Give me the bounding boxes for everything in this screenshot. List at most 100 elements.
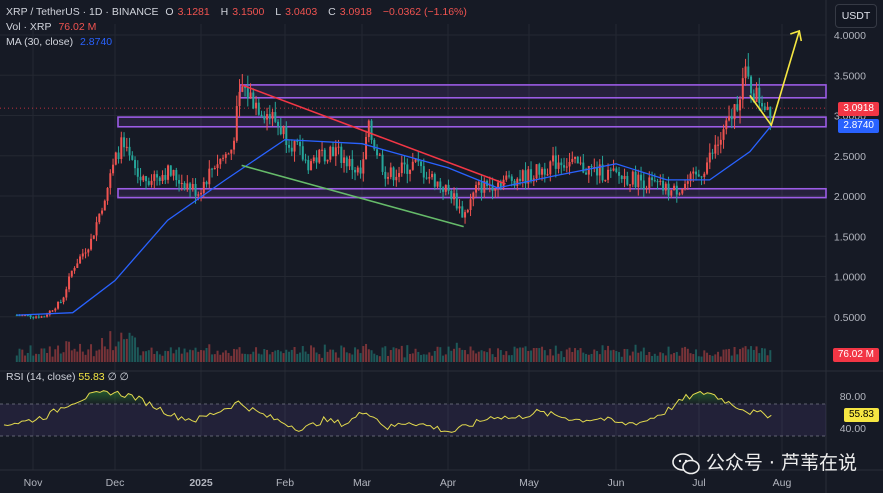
volume-bar — [431, 355, 434, 362]
ma-30-line — [16, 125, 772, 316]
volume-bar — [299, 352, 302, 362]
candle-body — [15, 315, 18, 317]
volume-bar — [224, 350, 227, 362]
candle-body — [527, 169, 530, 184]
volume-bar — [406, 345, 409, 362]
candle-body — [609, 169, 612, 171]
volume-bar — [618, 352, 621, 362]
candle-body — [686, 181, 689, 184]
volume-bar — [620, 356, 623, 362]
volume-bar — [508, 355, 511, 362]
volume-bar — [362, 346, 365, 362]
volume-bar — [29, 345, 32, 362]
volume-bar — [469, 346, 472, 362]
candle-body — [637, 174, 640, 188]
candle-body — [414, 159, 417, 162]
volume-bar — [136, 347, 139, 362]
volume-bar — [662, 353, 665, 362]
volume-bar — [499, 350, 502, 362]
candle-body — [697, 174, 700, 177]
candle-body — [310, 161, 313, 171]
volume-bar — [695, 349, 698, 362]
candle-body — [629, 184, 632, 186]
candle-body — [689, 173, 692, 182]
candle-body — [59, 302, 62, 304]
candle-body — [769, 106, 772, 118]
volume-bar — [189, 349, 192, 362]
volume-bar — [205, 347, 208, 362]
volume-bar — [684, 346, 687, 362]
volume-bar — [208, 344, 211, 362]
volume-bar — [106, 349, 109, 362]
candle-body — [392, 167, 395, 181]
candle-body — [32, 317, 35, 319]
candle-body — [475, 184, 478, 193]
candle-body — [681, 188, 684, 194]
volume-bar — [367, 349, 370, 362]
volume-bar — [348, 353, 351, 362]
candle-body — [285, 126, 288, 145]
volume-bar — [450, 350, 453, 362]
volume-bar — [279, 351, 282, 362]
volume-bar — [120, 332, 123, 362]
currency-button[interactable]: USDT — [835, 4, 877, 28]
candle-body — [428, 177, 431, 179]
volume-bar — [494, 357, 497, 362]
ma-price-pill: 2.8740 — [838, 119, 879, 133]
candle-body — [521, 170, 524, 182]
volume-bar — [365, 343, 368, 362]
candle-body — [653, 180, 656, 182]
volume-bar — [81, 351, 84, 362]
volume-bar — [689, 353, 692, 362]
low-label: L — [275, 6, 282, 18]
candle-body — [376, 149, 379, 156]
volume-bar — [582, 352, 585, 362]
candle-body — [439, 181, 442, 188]
volume-bar — [417, 351, 420, 362]
candle-body — [103, 200, 106, 211]
volume-bar — [46, 352, 49, 362]
time-tick-label: Dec — [106, 477, 125, 489]
volume-bar — [43, 348, 46, 362]
price-tick-label: 2.0000 — [834, 191, 866, 203]
candle-body — [725, 120, 728, 130]
candle-body — [563, 165, 566, 168]
rsi-line — [3, 390, 772, 433]
volume-bar — [703, 350, 706, 362]
volume-bar — [180, 353, 183, 362]
volume-bar — [464, 350, 467, 362]
volume-bar — [425, 354, 428, 362]
volume-bar — [98, 349, 101, 362]
candle-body — [334, 147, 337, 157]
volume-bar — [524, 346, 527, 362]
volume-bar — [579, 348, 582, 362]
candle-body — [494, 188, 497, 191]
candle-body — [763, 106, 766, 111]
candle-body — [458, 206, 461, 209]
candle-body — [123, 137, 126, 148]
volume-bar — [722, 349, 725, 362]
volume-bar — [711, 355, 714, 362]
candle-body — [178, 180, 181, 184]
candle-body — [304, 159, 307, 161]
candle-body — [147, 181, 150, 185]
volume-bar — [637, 352, 640, 362]
volume-bar — [274, 350, 277, 362]
low-value: 3.0403 — [285, 6, 318, 18]
volume-bar — [510, 355, 513, 362]
candle-body — [296, 140, 299, 142]
volume-bar — [332, 349, 335, 362]
candle-body — [161, 174, 164, 181]
candle-body — [755, 87, 758, 102]
volume-bar — [398, 349, 401, 362]
volume-bar — [750, 346, 753, 362]
volume-bar — [337, 357, 340, 362]
candle-body — [233, 140, 236, 150]
volume-bar — [62, 352, 65, 362]
volume-bar — [197, 351, 200, 362]
candle-body — [142, 176, 145, 181]
volume-bar — [123, 339, 126, 362]
candle-body — [362, 159, 365, 174]
volume-bar — [65, 341, 68, 362]
